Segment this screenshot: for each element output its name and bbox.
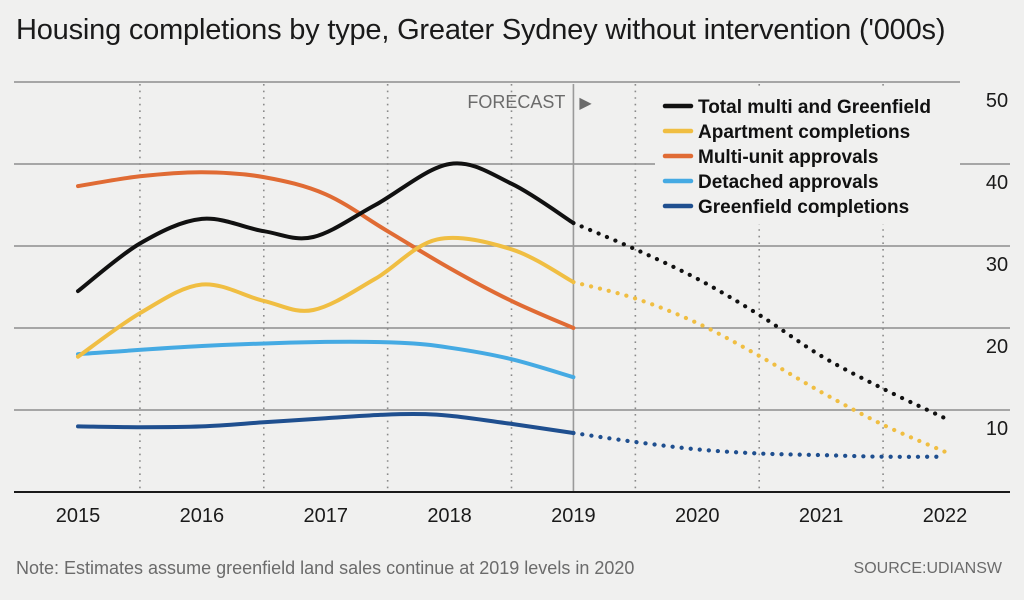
series-layer xyxy=(76,161,948,459)
x-tick-label-2022: 2022 xyxy=(923,505,968,527)
y-tick-label-40: 40 xyxy=(986,172,1008,194)
source-credit: SOURCE:UDIANSW xyxy=(853,560,1002,577)
series-line-apartment-completions xyxy=(76,235,576,359)
x-tick-label-2017: 2017 xyxy=(303,505,348,527)
x-tick-label-2019: 2019 xyxy=(551,505,596,527)
page-title: Housing completions by type, Greater Syd… xyxy=(16,14,946,46)
x-tick-label-2020: 2020 xyxy=(675,505,720,527)
series-line-detached-approvals xyxy=(76,339,576,380)
x-tick-label-2021: 2021 xyxy=(799,505,844,527)
y-tick-label-20: 20 xyxy=(986,336,1008,358)
grid-layer xyxy=(14,81,1010,492)
x-tick-label-2015: 2015 xyxy=(56,505,101,527)
series-forecast-greenfield-completions xyxy=(571,430,948,459)
series-line-total-multi-and-greenfield xyxy=(76,161,576,294)
legend-label-detached-approvals: Detached approvals xyxy=(698,172,879,193)
y-tick-label-50: 50 xyxy=(986,90,1008,112)
y-tick-label-10: 10 xyxy=(986,418,1008,440)
legend-background xyxy=(655,88,960,224)
legend-label-apartment-completions: Apartment completions xyxy=(698,122,910,143)
series-forecast-total-multi-and-greenfield xyxy=(571,220,948,421)
legend-label-total-multi-and-greenfield: Total multi and Greenfield xyxy=(698,97,931,118)
legend-label-multi-unit-approvals: Multi-unit approvals xyxy=(698,147,879,168)
y-tick-label-30: 30 xyxy=(986,254,1008,276)
axis-layer: FORECAST ▶2015 2016 2017 2018 2019 2020 2021 202… xyxy=(14,90,1010,527)
series-line-multi-unit-approvals xyxy=(76,170,576,330)
legend-label-greenfield-completions: Greenfield completions xyxy=(698,197,909,218)
footnote: Note: Estimates assume greenfield land s… xyxy=(16,558,635,578)
series-line-greenfield-completions xyxy=(76,411,576,435)
forecast-label: FORECAST xyxy=(467,92,565,112)
series-forecast-apartment-completions xyxy=(571,280,948,454)
forecast-arrow-icon: ▶ xyxy=(579,95,592,112)
x-tick-label-2016: 2016 xyxy=(180,505,225,527)
legend: Total multi and Greenfield Apartment comp… xyxy=(655,88,960,224)
x-tick-label-2018: 2018 xyxy=(427,505,472,527)
